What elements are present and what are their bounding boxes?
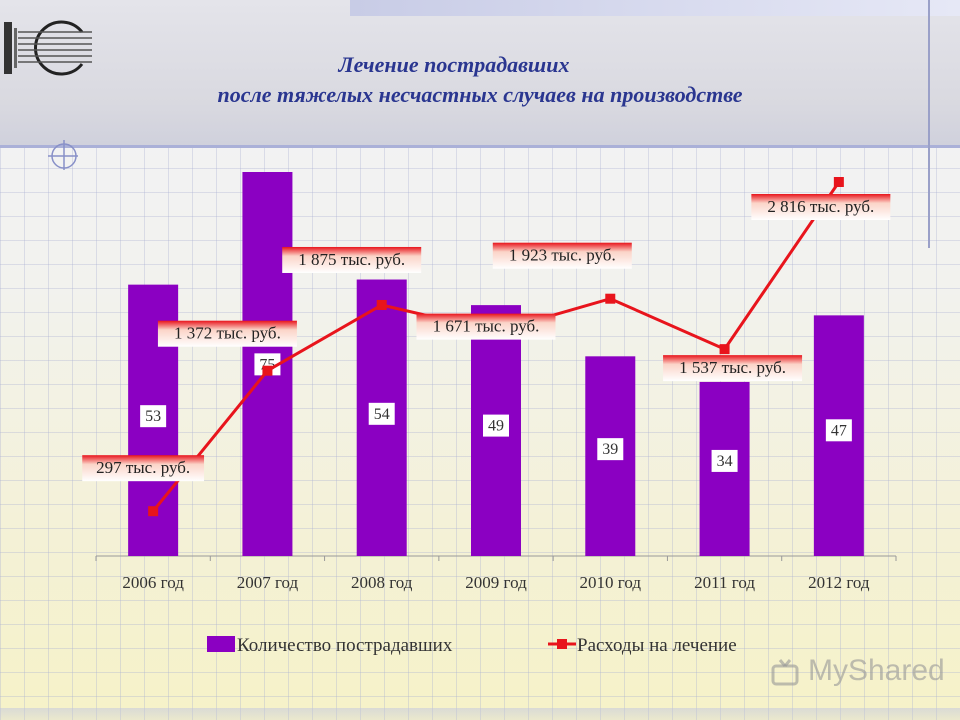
line-data-label: 297 тыс. руб. (96, 458, 190, 477)
line-data-label: 2 816 тыс. руб. (767, 197, 874, 216)
logo-icon (4, 20, 92, 76)
legend-swatch-marker (557, 639, 567, 649)
line-label-box (663, 355, 803, 382)
line-marker (719, 344, 730, 355)
bar-label-box (597, 438, 624, 461)
x-tick-label: 2012 год (808, 573, 870, 592)
bar-label-box (140, 405, 167, 428)
line-data-label: 1 875 тыс. руб. (298, 250, 405, 269)
bar-data-label: 39 (602, 441, 618, 458)
line-label-box (282, 246, 422, 273)
line-marker (376, 299, 387, 310)
slide-header (0, 0, 960, 148)
header-divider (0, 145, 960, 148)
line-data-label: 1 537 тыс. руб. (679, 358, 786, 377)
title-line-1: Лечение пострадавших (338, 52, 570, 77)
line-data-label: 1 923 тыс. руб. (509, 246, 616, 265)
header-stripe (350, 0, 960, 16)
line-label-box (157, 320, 297, 347)
x-tick-label: 2009 год (465, 573, 527, 592)
x-tick-label: 2011 год (694, 573, 755, 592)
bar-label-box (368, 402, 395, 425)
line-label-box (416, 313, 556, 340)
watermark-text: MyShared (808, 654, 945, 687)
line-marker (833, 177, 844, 187)
line-label-box (751, 194, 891, 220)
bar-label-box (711, 449, 738, 472)
x-tick-label: 2006 год (122, 573, 184, 592)
line-data-label: 1 372 тыс. руб. (174, 324, 281, 343)
line-marker (148, 506, 159, 517)
line-marker (605, 293, 616, 304)
bar-data-label: 54 (374, 406, 390, 423)
decorative-line (928, 0, 930, 248)
decorative-crosshair-icon (48, 140, 78, 170)
bar-data-label: 34 (717, 453, 733, 470)
legend-label-bar: Количество пострадавших (237, 635, 453, 656)
line-marker (262, 365, 273, 376)
x-tick-label: 2008 год (351, 573, 413, 592)
bar-label-box (254, 353, 281, 376)
watermark-icon (771, 659, 799, 686)
x-tick-label: 2010 год (580, 573, 642, 592)
legend-label-line: Расходы на лечение (577, 635, 737, 656)
bar-label-box (483, 414, 509, 437)
line-label-box (492, 242, 632, 269)
title-line-2: после тяжелых несчастных случаев на прои… (217, 82, 743, 107)
bar-label-box (825, 419, 852, 442)
line-data-label: 1 671 тыс. руб. (433, 317, 540, 336)
legend-swatch-bar (207, 636, 235, 652)
x-tick-label: 2007 год (237, 573, 299, 592)
bar-data-label: 53 (145, 408, 161, 425)
line-label-box (82, 455, 205, 482)
bottom-strip (0, 708, 960, 720)
bar-data-label: 47 (831, 422, 847, 439)
bar-data-label: 49 (488, 418, 504, 435)
slide-title: Лечение пострадавших после тяжелых несча… (0, 50, 960, 110)
